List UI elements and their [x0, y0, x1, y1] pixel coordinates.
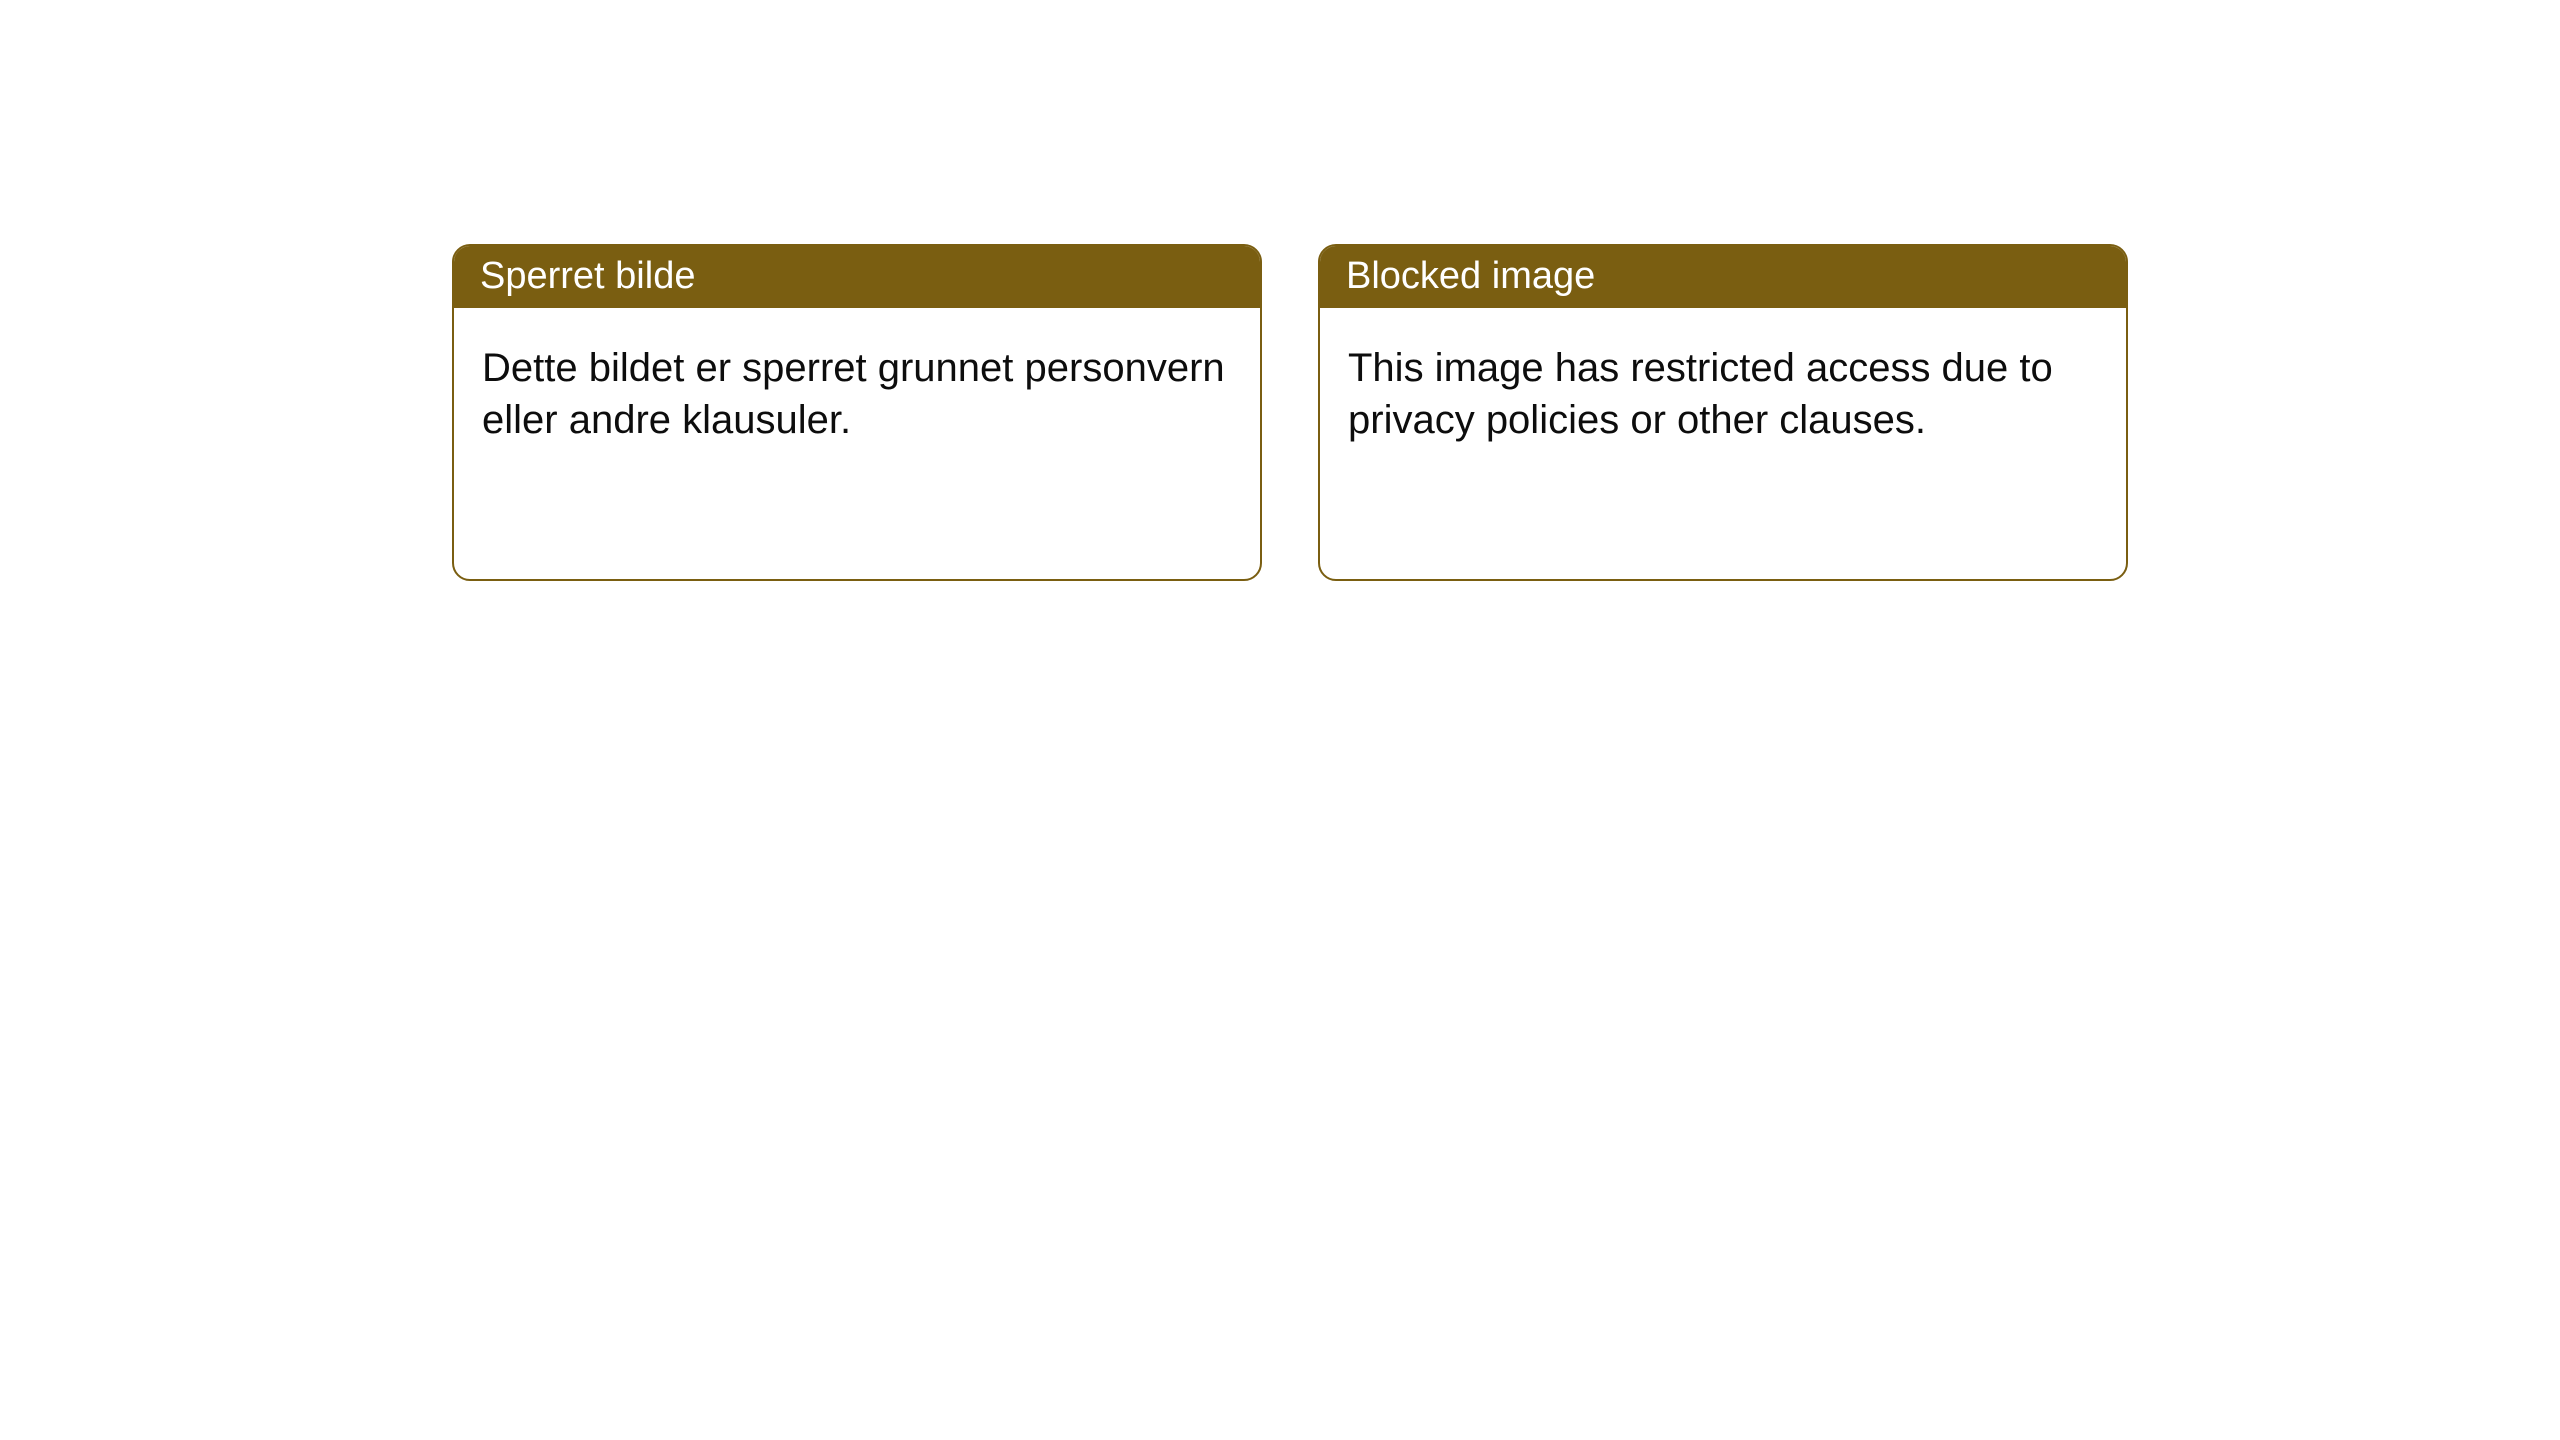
notice-box-norwegian: Sperret bilde Dette bildet er sperret gr… — [452, 244, 1262, 581]
notices-container: Sperret bilde Dette bildet er sperret gr… — [452, 244, 2128, 581]
notice-body-norwegian: Dette bildet er sperret grunnet personve… — [454, 308, 1260, 480]
notice-header-norwegian: Sperret bilde — [454, 246, 1260, 308]
notice-title: Sperret bilde — [480, 255, 695, 297]
notice-message: Dette bildet er sperret grunnet personve… — [482, 346, 1225, 442]
notice-header-english: Blocked image — [1320, 246, 2126, 308]
notice-box-english: Blocked image This image has restricted … — [1318, 244, 2128, 581]
notice-message: This image has restricted access due to … — [1348, 346, 2053, 442]
notice-body-english: This image has restricted access due to … — [1320, 308, 2126, 480]
notice-title: Blocked image — [1346, 255, 1595, 297]
